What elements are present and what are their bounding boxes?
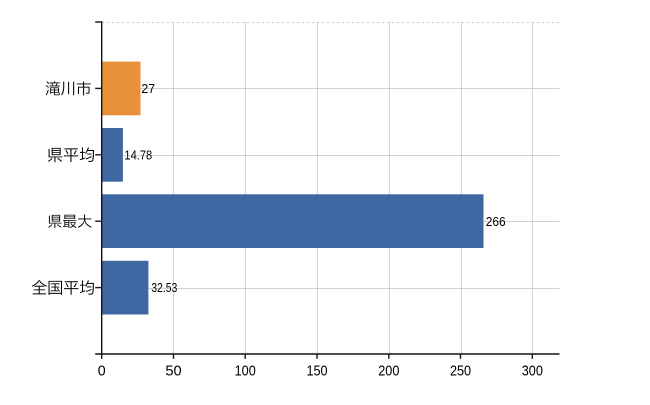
svg-text:266: 266 bbox=[486, 214, 506, 229]
svg-text:300: 300 bbox=[522, 363, 543, 380]
svg-text:27: 27 bbox=[141, 81, 155, 96]
svg-text:250: 250 bbox=[450, 363, 471, 380]
svg-text:150: 150 bbox=[306, 363, 327, 380]
svg-text:14.78: 14.78 bbox=[124, 147, 152, 162]
svg-text:100: 100 bbox=[235, 363, 256, 380]
svg-text:0: 0 bbox=[98, 363, 106, 380]
svg-text:32.53: 32.53 bbox=[151, 280, 177, 295]
svg-text:50: 50 bbox=[165, 363, 181, 380]
svg-text:200: 200 bbox=[378, 363, 399, 380]
